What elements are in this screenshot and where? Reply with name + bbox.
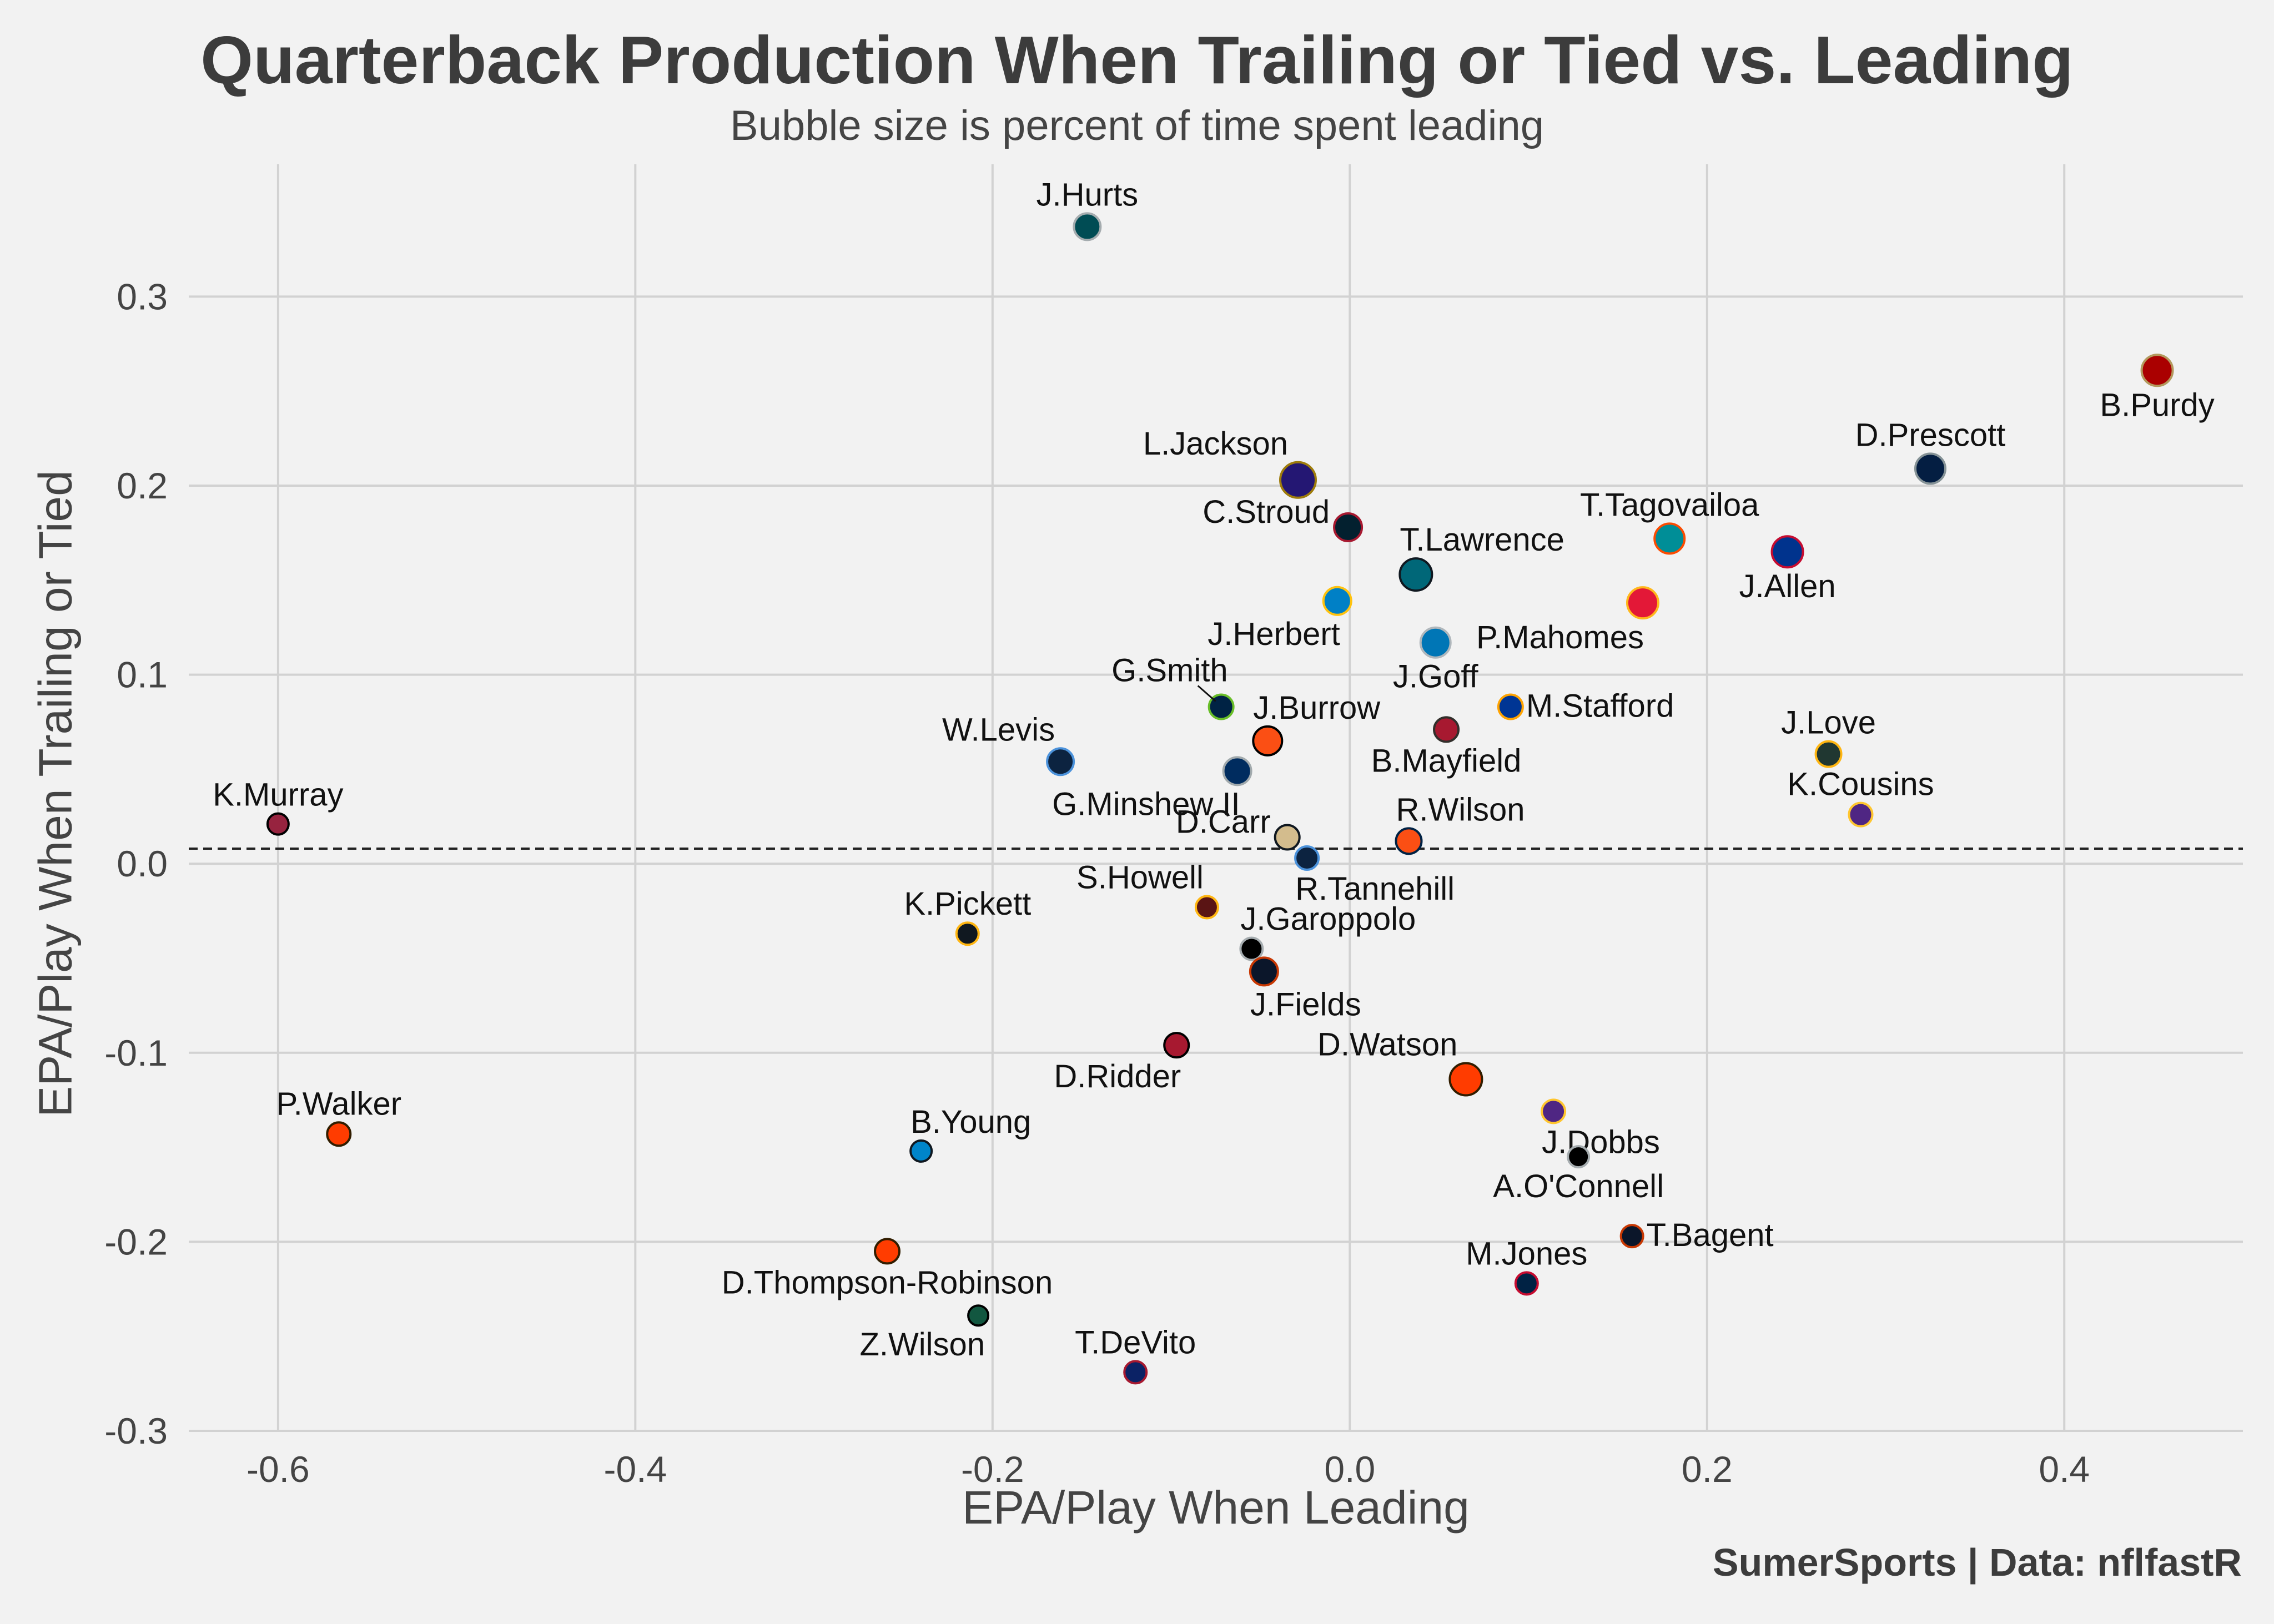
point-label: T.DeVito bbox=[1075, 1324, 1196, 1360]
data-point bbox=[1046, 747, 1075, 776]
x-tick-label: -0.6 bbox=[246, 1449, 310, 1490]
point-label: D.Thompson-Robinson bbox=[722, 1264, 1053, 1300]
point-label: J.Allen bbox=[1739, 568, 1836, 604]
point-label: R.Wilson bbox=[1396, 791, 1525, 828]
chart-subtitle: Bubble size is percent of time spent lea… bbox=[730, 102, 1544, 149]
data-point bbox=[1567, 1145, 1591, 1169]
data-point bbox=[1619, 1224, 1644, 1249]
y-tick-label: -0.1 bbox=[104, 1032, 168, 1073]
point-label: K.Cousins bbox=[1787, 766, 1934, 803]
point-label: J.Burrow bbox=[1253, 690, 1381, 726]
point-label: T.Lawrence bbox=[1400, 522, 1564, 558]
source-caption: SumerSports | Data: nflfastR bbox=[1712, 1541, 2242, 1584]
point-label: A.O'Connell bbox=[1493, 1168, 1664, 1204]
data-point bbox=[1073, 212, 1102, 241]
data-point bbox=[1848, 801, 1874, 828]
data-point bbox=[266, 812, 290, 836]
data-point bbox=[1433, 716, 1460, 743]
point-label: J.Fields bbox=[1250, 986, 1361, 1022]
point-label: P.Mahomes bbox=[1476, 619, 1644, 655]
point-label: J.Garoppolo bbox=[1240, 901, 1416, 937]
point-label: T.Bagent bbox=[1647, 1217, 1774, 1253]
data-point bbox=[326, 1121, 352, 1147]
x-tick-label: -0.2 bbox=[961, 1449, 1024, 1490]
point-label: M.Jones bbox=[1466, 1235, 1587, 1272]
x-tick-label: 0.0 bbox=[1324, 1449, 1375, 1490]
y-tick-label: 0.1 bbox=[117, 654, 168, 695]
data-point bbox=[1626, 586, 1659, 620]
data-point bbox=[1653, 522, 1686, 555]
point-label: B.Young bbox=[910, 1104, 1031, 1140]
point-label: J.Goff bbox=[1393, 659, 1479, 695]
point-label: J.Dobbs bbox=[1542, 1124, 1660, 1160]
data-point bbox=[1194, 895, 1219, 920]
data-point bbox=[1123, 1360, 1148, 1385]
data-point bbox=[909, 1139, 933, 1163]
label-leader-line bbox=[1197, 685, 1216, 702]
data-point bbox=[874, 1238, 900, 1265]
data-point bbox=[1239, 936, 1264, 961]
x-axis-label: EPA/Play When Leading bbox=[962, 1481, 1470, 1534]
point-label: Z.Wilson bbox=[860, 1327, 985, 1363]
point-label: M.Stafford bbox=[1526, 688, 1674, 724]
data-point bbox=[1395, 827, 1423, 855]
data-point bbox=[1419, 626, 1452, 659]
data-point bbox=[1222, 756, 1252, 786]
point-label: G.Smith bbox=[1111, 653, 1228, 689]
data-point bbox=[1274, 824, 1301, 851]
point-label: W.Levis bbox=[942, 712, 1055, 748]
chart-title: Quarterback Production When Trailing or … bbox=[200, 22, 2074, 98]
y-tick-label: -0.3 bbox=[104, 1410, 168, 1451]
point-label: D.Prescott bbox=[1855, 417, 2006, 453]
point-label: J.Herbert bbox=[1208, 616, 1340, 652]
point-label: D.Watson bbox=[1317, 1026, 1457, 1062]
data-point bbox=[1914, 452, 1946, 485]
y-tick-label: -0.2 bbox=[104, 1221, 168, 1262]
point-label: R.Tannehill bbox=[1295, 871, 1455, 907]
data-point bbox=[1252, 725, 1284, 756]
data-point bbox=[1279, 461, 1317, 499]
y-tick-label: 0.0 bbox=[117, 843, 168, 884]
data-point bbox=[1322, 586, 1352, 616]
data-point bbox=[955, 921, 980, 946]
point-label: B.Mayfield bbox=[1371, 743, 1522, 779]
point-label: D.Ridder bbox=[1054, 1058, 1181, 1095]
point-label: T.Tagovailoa bbox=[1580, 487, 1759, 523]
point-label: G.Minshew II bbox=[1052, 786, 1240, 822]
x-tick-label: -0.4 bbox=[603, 1449, 667, 1490]
point-label: B.Purdy bbox=[2100, 387, 2214, 423]
point-label: C.Stroud bbox=[1203, 494, 1330, 530]
x-tick-label: 0.4 bbox=[2039, 1449, 2090, 1490]
data-point bbox=[1541, 1098, 1567, 1124]
data-point bbox=[1514, 1271, 1539, 1296]
point-label: P.Walker bbox=[276, 1086, 401, 1122]
data-point bbox=[1448, 1062, 1483, 1097]
point-label: D.Carr bbox=[1176, 804, 1271, 840]
data-point bbox=[2140, 354, 2174, 387]
point-label: J.Hurts bbox=[1037, 176, 1139, 213]
data-point bbox=[1398, 557, 1433, 592]
data-point bbox=[1333, 512, 1364, 542]
data-point bbox=[1497, 693, 1524, 720]
data-point bbox=[1249, 956, 1279, 987]
point-label: J.Love bbox=[1781, 705, 1876, 741]
y-tick-label: 0.2 bbox=[117, 465, 168, 506]
data-point bbox=[1770, 535, 1804, 569]
data-point bbox=[1294, 845, 1320, 871]
x-tick-label: 0.2 bbox=[1682, 1449, 1733, 1490]
y-axis-label: EPA/Play When Trailing or Tied bbox=[29, 470, 82, 1117]
data-point bbox=[1814, 740, 1843, 768]
data-point bbox=[967, 1304, 990, 1327]
point-label: L.Jackson bbox=[1143, 426, 1288, 462]
point-label: S.Howell bbox=[1076, 860, 1204, 896]
point-label: K.Pickett bbox=[904, 886, 1031, 922]
point-label: K.Murray bbox=[213, 777, 343, 813]
data-point bbox=[1163, 1032, 1190, 1059]
y-tick-label: 0.3 bbox=[117, 276, 168, 317]
